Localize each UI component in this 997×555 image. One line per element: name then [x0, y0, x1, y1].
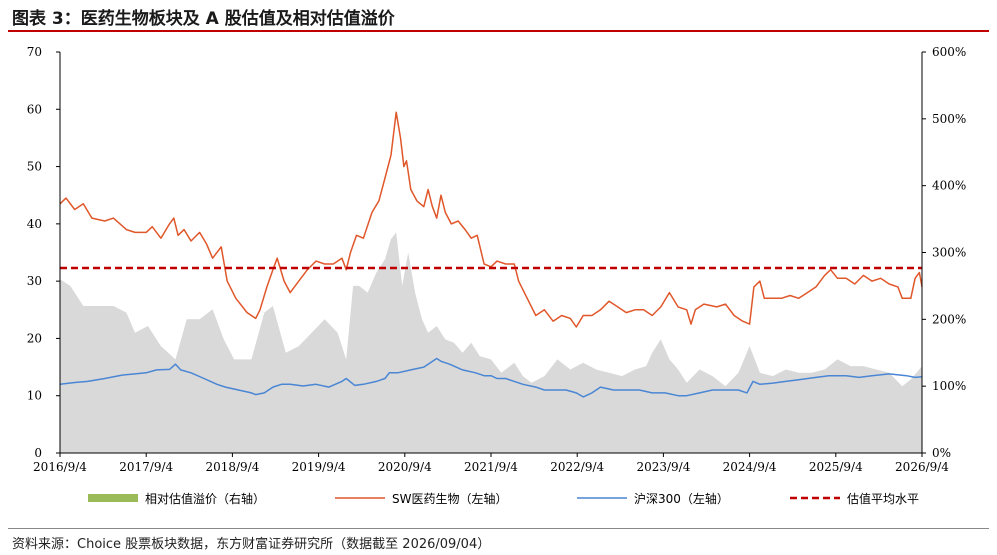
left-tick-label: 0	[34, 446, 42, 460]
relative-premium-area	[60, 232, 922, 453]
left-tick-label: 20	[27, 331, 42, 345]
x-tick-label: 2025/9/4	[809, 460, 863, 474]
x-tick-label: 2020/9/4	[378, 460, 432, 474]
area-layer	[60, 232, 922, 453]
right-tick-label: 200%	[932, 312, 966, 326]
right-tick-label: 600%	[932, 45, 966, 59]
x-tick-label: 2018/9/4	[205, 460, 259, 474]
x-tick-label: 2023/9/4	[636, 460, 690, 474]
source-note: 资料来源：Choice 股票板块数据，东方财富证券研究所（数据截至 2026/0…	[12, 537, 491, 552]
axis-layer: 0 10 20 30 40 50 60 70 0% 100% 200% 300% 400% 500% 600…	[27, 45, 967, 474]
left-tick-label: 30	[27, 274, 42, 288]
x-tick-label: 2024/9/4	[723, 460, 777, 474]
legend-label: 沪深300（左轴）	[634, 491, 729, 506]
left-tick-label: 60	[27, 102, 42, 116]
right-tick-label: 300%	[932, 246, 966, 260]
x-tick-label: 2026/9/4	[895, 460, 949, 474]
left-tick-label: 40	[27, 217, 42, 231]
x-tick-label: 2016/9/4	[33, 460, 87, 474]
right-tick-label: 100%	[932, 379, 966, 393]
sw-pharma-line	[59, 111, 923, 328]
left-tick-label: 70	[27, 45, 42, 59]
legend-label: 相对估值溢价（右轴）	[145, 491, 265, 506]
legend-swatch-relative-premium	[88, 494, 138, 502]
x-tick-label: 2021/9/4	[464, 460, 518, 474]
left-tick-label: 10	[27, 389, 42, 403]
left-tick-label: 50	[27, 160, 42, 174]
right-tick-label: 0%	[932, 446, 951, 460]
source-rule	[8, 528, 989, 529]
x-tick-label: 2022/9/4	[550, 460, 604, 474]
line-layer	[59, 111, 923, 398]
legend-label: SW医药生物（左轴）	[392, 491, 507, 506]
right-tick-label: 500%	[932, 112, 966, 126]
legend-label: 估值平均水平	[847, 491, 919, 506]
right-tick-label: 400%	[932, 179, 966, 193]
x-tick-label: 2017/9/4	[119, 460, 173, 474]
title-rule	[8, 30, 989, 32]
hs300-line	[59, 357, 923, 398]
legend: 相对估值溢价（右轴） SW医药生物（左轴） 沪深300（左轴） 估值平均水平	[88, 491, 919, 506]
chart-title: 图表 3：医药生物板块及 A 股估值及相对估值溢价	[12, 9, 395, 29]
x-tick-label: 2019/9/4	[292, 460, 346, 474]
